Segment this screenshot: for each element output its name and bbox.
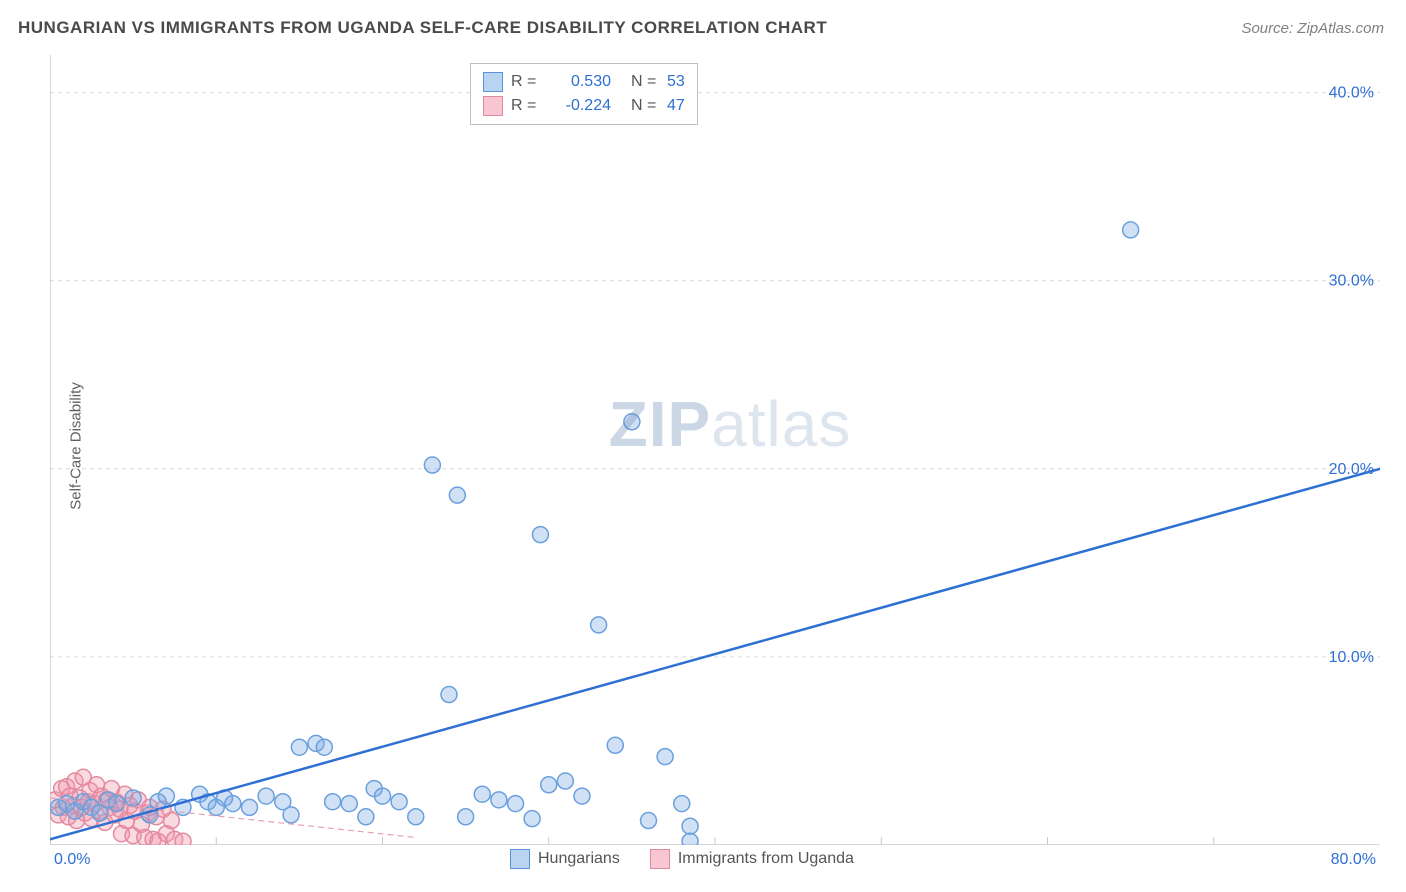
stats-n-label: N =: [631, 94, 659, 118]
series-legend-item: Hungarians: [510, 849, 620, 869]
scatter-svg: 10.0% 20.0% 30.0% 40.0%: [50, 55, 1380, 845]
stats-legend-row: R = -0.224 N = 47: [483, 94, 685, 118]
legend-swatch: [483, 96, 503, 116]
series-legend-item: Immigrants from Uganda: [650, 849, 854, 869]
stats-r-value: 0.530: [547, 70, 611, 94]
chart-title: HUNGARIAN VS IMMIGRANTS FROM UGANDA SELF…: [18, 18, 827, 38]
svg-text:30.0%: 30.0%: [1329, 273, 1374, 290]
stats-r-value: -0.224: [547, 94, 611, 118]
legend-swatch: [483, 72, 503, 92]
stats-legend: R = 0.530 N = 53 R = -0.224 N = 47: [470, 63, 698, 125]
series-legend-label: Hungarians: [538, 850, 620, 868]
series-legend: Hungarians Immigrants from Uganda: [510, 849, 854, 869]
series-legend-label: Immigrants from Uganda: [678, 850, 854, 868]
stats-n-label: N =: [631, 70, 659, 94]
legend-swatch: [650, 849, 670, 869]
svg-text:10.0%: 10.0%: [1329, 649, 1374, 666]
stats-r-label: R =: [511, 94, 539, 118]
svg-text:20.0%: 20.0%: [1329, 461, 1374, 478]
stats-n-value: 47: [667, 94, 685, 118]
chart-container: HUNGARIAN VS IMMIGRANTS FROM UGANDA SELF…: [0, 0, 1406, 892]
chart-source: Source: ZipAtlas.com: [1241, 20, 1384, 37]
axis-tick-label: 0.0%: [54, 851, 90, 869]
svg-text:40.0%: 40.0%: [1329, 85, 1374, 102]
plot-area: 10.0%20.0%30.0%40.0% ZIPatlas R =0.530N …: [50, 55, 1380, 845]
stats-r-label: R =: [511, 70, 539, 94]
legend-swatch: [510, 849, 530, 869]
stats-n-value: 53: [667, 70, 685, 94]
stats-legend-row: R = 0.530 N = 53: [483, 70, 685, 94]
axis-tick-label: 80.0%: [1331, 851, 1376, 869]
